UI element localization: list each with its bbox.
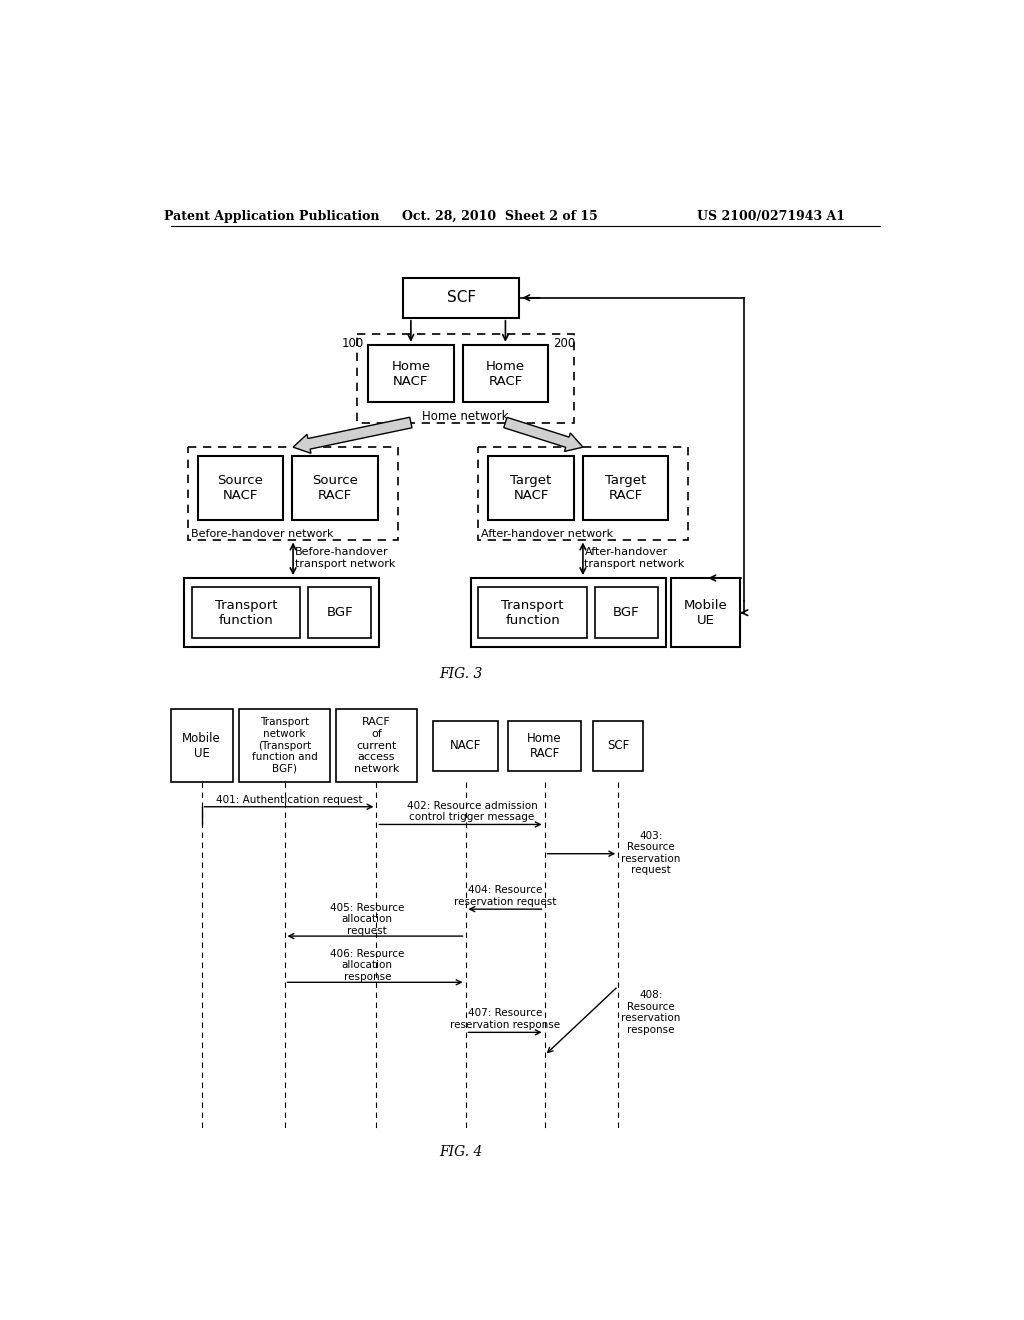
FancyBboxPatch shape (432, 721, 499, 771)
Text: Home
NACF: Home NACF (391, 359, 430, 388)
Text: Oct. 28, 2010  Sheet 2 of 15: Oct. 28, 2010 Sheet 2 of 15 (402, 210, 598, 223)
FancyBboxPatch shape (191, 587, 300, 638)
Text: FIG. 4: FIG. 4 (439, 1144, 483, 1159)
FancyBboxPatch shape (308, 587, 372, 638)
Text: Mobile
UE: Mobile UE (182, 731, 221, 759)
Text: Source
NACF: Source NACF (217, 474, 263, 502)
Text: 200: 200 (553, 337, 574, 350)
Text: Target
RACF: Target RACF (605, 474, 646, 502)
Text: Source
RACF: Source RACF (312, 474, 357, 502)
Text: Home network: Home network (422, 409, 508, 422)
FancyBboxPatch shape (593, 721, 643, 771)
FancyBboxPatch shape (478, 587, 587, 638)
Text: Home
RACF: Home RACF (527, 731, 562, 759)
FancyBboxPatch shape (595, 587, 658, 638)
Text: Target
NACF: Target NACF (510, 474, 552, 502)
Text: 402: Resource admission
control trigger message: 402: Resource admission control trigger … (407, 800, 538, 822)
Text: BGF: BGF (613, 606, 640, 619)
FancyBboxPatch shape (671, 578, 740, 647)
Text: 408:
Resource
reservation
response: 408: Resource reservation response (621, 990, 680, 1035)
Text: Transport
network
(Transport
function and
BGF): Transport network (Transport function an… (252, 717, 317, 774)
FancyBboxPatch shape (183, 578, 379, 647)
Text: 403:
Resource
reservation
request: 403: Resource reservation request (621, 830, 680, 875)
FancyBboxPatch shape (583, 457, 669, 520)
Text: Transport
function: Transport function (502, 599, 564, 627)
Text: 406: Resource
allocation
response: 406: Resource allocation response (330, 949, 404, 982)
Text: Transport
function: Transport function (215, 599, 278, 627)
Text: US 2100/0271943 A1: US 2100/0271943 A1 (697, 210, 845, 223)
Text: BGF: BGF (327, 606, 353, 619)
Text: After-handover
transport network: After-handover transport network (585, 548, 685, 569)
Text: 404: Resource
reservation request: 404: Resource reservation request (454, 886, 556, 907)
FancyBboxPatch shape (508, 721, 582, 771)
Text: 401: Authentication request: 401: Authentication request (216, 795, 362, 805)
FancyBboxPatch shape (198, 457, 283, 520)
Text: Patent Application Publication: Patent Application Publication (164, 210, 379, 223)
FancyBboxPatch shape (403, 277, 519, 318)
FancyBboxPatch shape (336, 709, 417, 781)
FancyBboxPatch shape (471, 578, 666, 647)
FancyBboxPatch shape (171, 709, 232, 781)
Text: Mobile
UE: Mobile UE (683, 599, 727, 627)
Text: SCF: SCF (446, 290, 476, 305)
Text: After-handover network: After-handover network (480, 529, 612, 539)
Text: Before-handover
transport network: Before-handover transport network (295, 548, 395, 569)
Polygon shape (293, 417, 412, 453)
Text: 405: Resource
allocation
request: 405: Resource allocation request (330, 903, 404, 936)
FancyBboxPatch shape (239, 709, 331, 781)
FancyBboxPatch shape (463, 345, 548, 403)
Text: RACF
of
current
access
network: RACF of current access network (353, 717, 399, 774)
FancyBboxPatch shape (369, 345, 454, 403)
Text: FIG. 3: FIG. 3 (439, 668, 483, 681)
Text: Before-handover network: Before-handover network (190, 529, 333, 539)
FancyBboxPatch shape (292, 457, 378, 520)
FancyBboxPatch shape (488, 457, 573, 520)
Text: 407: Resource
reservation response: 407: Resource reservation response (450, 1008, 560, 1030)
Polygon shape (504, 417, 583, 451)
Text: Home
RACF: Home RACF (485, 359, 525, 388)
Text: 100: 100 (342, 337, 365, 350)
Text: SCF: SCF (607, 739, 630, 752)
Text: NACF: NACF (450, 739, 481, 752)
